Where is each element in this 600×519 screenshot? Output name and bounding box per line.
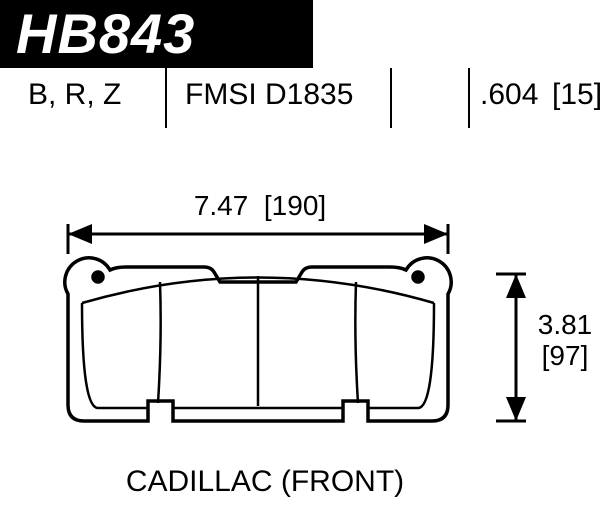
- width-dimension-arrow: [68, 224, 448, 254]
- brake-pad-outline: [65, 258, 451, 421]
- brake-pad-diagram: [0, 0, 600, 519]
- height-dimension-arrow: [496, 274, 526, 421]
